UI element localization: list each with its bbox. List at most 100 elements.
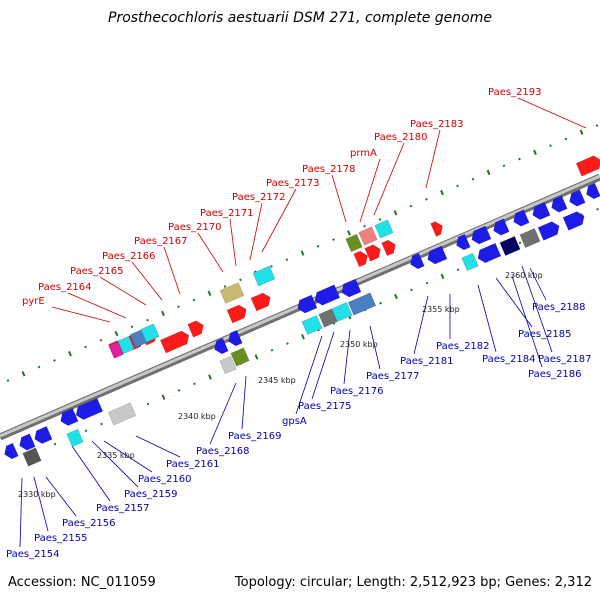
tick-mark xyxy=(549,144,552,147)
gene-arrow xyxy=(374,219,394,239)
gene-label-top: Paes_2165 xyxy=(70,266,124,277)
gene-arrow xyxy=(107,402,137,426)
tick-mark xyxy=(579,129,584,135)
gene-label-bottom: Paes_2187 xyxy=(538,354,592,365)
gene-arrow xyxy=(477,242,502,264)
tick-label: 2335 kbp xyxy=(97,451,135,460)
tick-mark xyxy=(161,310,165,317)
tick-mark xyxy=(207,290,212,296)
gene-arrow xyxy=(331,302,353,322)
tick-mark xyxy=(37,365,41,369)
tick-mark xyxy=(53,442,57,446)
gene-arrow xyxy=(499,236,521,256)
gene-arrow xyxy=(214,337,229,355)
tick-label: 2355 kbp xyxy=(422,305,460,314)
gene-arrow xyxy=(160,330,190,354)
tick-mark xyxy=(425,198,428,201)
gene-arrow xyxy=(252,265,276,287)
gene-arrow xyxy=(34,426,53,444)
tick-mark xyxy=(440,273,445,280)
tick-mark xyxy=(300,250,305,256)
gene-arrow xyxy=(4,442,19,460)
gene-arrow xyxy=(219,355,237,375)
gene-arrow xyxy=(230,347,250,367)
gene-label-top: Paes_2166 xyxy=(102,251,156,262)
tick-labels: 2330 kbp 2335 kbp 2340 kbp 2345 kbp 2350 kbp… xyxy=(18,271,543,499)
tick-label: 2350 kbp xyxy=(340,340,378,349)
gene-label-top: Paes_2171 xyxy=(200,208,254,219)
tick-mark xyxy=(161,394,166,400)
gene-label-top: pyrE xyxy=(22,296,45,307)
tick-mark xyxy=(270,348,274,352)
gene-label-bottom: Paes_2157 xyxy=(96,503,150,514)
gene-label-bottom: Paes_2168 xyxy=(196,446,250,457)
gene-label-top: Paes_2178 xyxy=(302,164,356,175)
gene-label-bottom: Paes_2156 xyxy=(62,518,116,529)
gene-arrow xyxy=(532,202,551,220)
tick-mark xyxy=(177,389,181,392)
tick-mark xyxy=(193,382,196,386)
gene-arrow xyxy=(410,252,425,270)
tick-mark xyxy=(502,164,506,168)
tick-mark xyxy=(114,330,119,337)
gene-label-top: prmA xyxy=(350,148,377,159)
tick-mark xyxy=(239,278,242,282)
gene-arrow xyxy=(75,398,104,420)
tick-mark xyxy=(533,149,537,156)
tick-mark xyxy=(254,354,259,360)
tick-label: 2340 kbp xyxy=(178,412,216,421)
gene-arrow xyxy=(108,341,124,359)
gene-arrow xyxy=(297,294,318,314)
gene-label-bottom: Paes_2175 xyxy=(298,401,352,412)
gene-label-bottom: Paes_2160 xyxy=(138,474,192,485)
gene-arrow xyxy=(301,315,323,335)
tick-mark xyxy=(177,305,180,309)
gene-arrow xyxy=(513,209,530,227)
topology-text: Topology: circular; Length: 2,512,923 bp… xyxy=(234,575,592,590)
gene-arrow xyxy=(537,221,560,241)
gene-arrow xyxy=(345,233,363,253)
tick-mark xyxy=(596,207,599,211)
gene-arrow xyxy=(456,233,471,251)
gene-arrow xyxy=(19,433,36,451)
gene-arrow xyxy=(551,195,568,213)
tick-mark xyxy=(595,124,599,127)
gene-arrow xyxy=(314,284,341,306)
gene-arrow xyxy=(427,245,448,265)
gene-arrow xyxy=(347,292,377,316)
tick-mark xyxy=(301,334,305,340)
gene-arrow xyxy=(187,320,204,338)
tick-mark xyxy=(440,189,444,196)
tick-mark xyxy=(332,238,335,241)
gene-label-bottom: Paes_2181 xyxy=(400,356,454,367)
gene-arrow xyxy=(318,308,338,328)
gene-arrow xyxy=(22,447,42,467)
tick-mark xyxy=(192,298,196,302)
tick-mark xyxy=(146,318,149,322)
gene-labels: pyrE Paes_2164 Paes_2165 Paes_2166 Paes_2167… xyxy=(6,87,592,560)
gene-arrow xyxy=(493,218,510,236)
gene-label-bottom: Paes_2155 xyxy=(34,533,88,544)
tick-mark xyxy=(456,184,459,188)
gene-label-top: Paes_2170 xyxy=(168,222,222,233)
gene-arrow xyxy=(586,182,600,200)
gene-label-bottom: Paes_2161 xyxy=(166,459,220,470)
tick-mark xyxy=(99,338,103,342)
gene-label-top: Paes_2183 xyxy=(410,119,464,130)
gene-arrow xyxy=(353,250,368,268)
gene-label-bottom: Paes_2177 xyxy=(366,371,420,382)
gene-arrow xyxy=(66,428,84,448)
tick-mark xyxy=(6,379,10,382)
tick-mark xyxy=(394,293,398,300)
tick-mark xyxy=(270,265,273,268)
tick-mark xyxy=(425,281,429,285)
gene-arrow xyxy=(575,155,600,177)
tick-mark xyxy=(393,210,398,216)
tick-mark xyxy=(410,288,413,292)
tick-mark xyxy=(146,402,150,406)
tick-mark xyxy=(378,218,382,221)
gene-label-top: Paes_2172 xyxy=(232,192,286,203)
gene-arrow xyxy=(461,252,479,272)
tick-label: 2345 kbp xyxy=(258,376,296,385)
gene-arrow xyxy=(228,329,243,347)
